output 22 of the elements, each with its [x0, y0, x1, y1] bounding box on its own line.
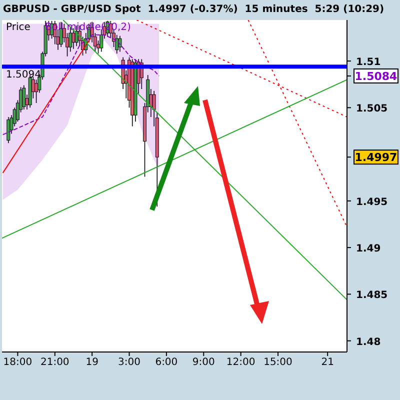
y-tick-label: 1.505	[356, 104, 388, 115]
x-tick-label: 19	[86, 357, 98, 368]
y-tick-label: 1.5084	[354, 70, 398, 83]
x-tick-label: 21	[321, 357, 334, 368]
x-tick-label: 6:00	[155, 357, 178, 368]
x-tick-label: 18:00	[3, 357, 32, 368]
y-tick-label: 1.4997	[354, 151, 398, 164]
x-tick-label: 9:00	[192, 357, 215, 368]
x-tick-label: 3:00	[118, 357, 140, 368]
y-tick-label: 1.48	[356, 336, 381, 348]
candlestick	[6, 116, 10, 144]
chart-title: GBPUSD - GBP/USD Spot 1.4997 (-0.37%) 15 minutes 5:29 (10:29)	[3, 4, 384, 15]
x-tick-label: 12:00	[226, 357, 256, 368]
y-tick-label: 1.51	[356, 57, 381, 68]
x-tick-label: 21:00	[40, 357, 70, 368]
candlestick	[22, 84, 26, 110]
y-tick-label: 1.495	[356, 196, 388, 208]
y-tick-label: 1.49	[356, 244, 381, 255]
y-tick-label: 1.485	[356, 290, 388, 302]
annotation: Price	[6, 22, 30, 33]
x-tick-label: 15:00	[264, 357, 292, 368]
ref-line-label: 1.5094	[6, 70, 41, 81]
